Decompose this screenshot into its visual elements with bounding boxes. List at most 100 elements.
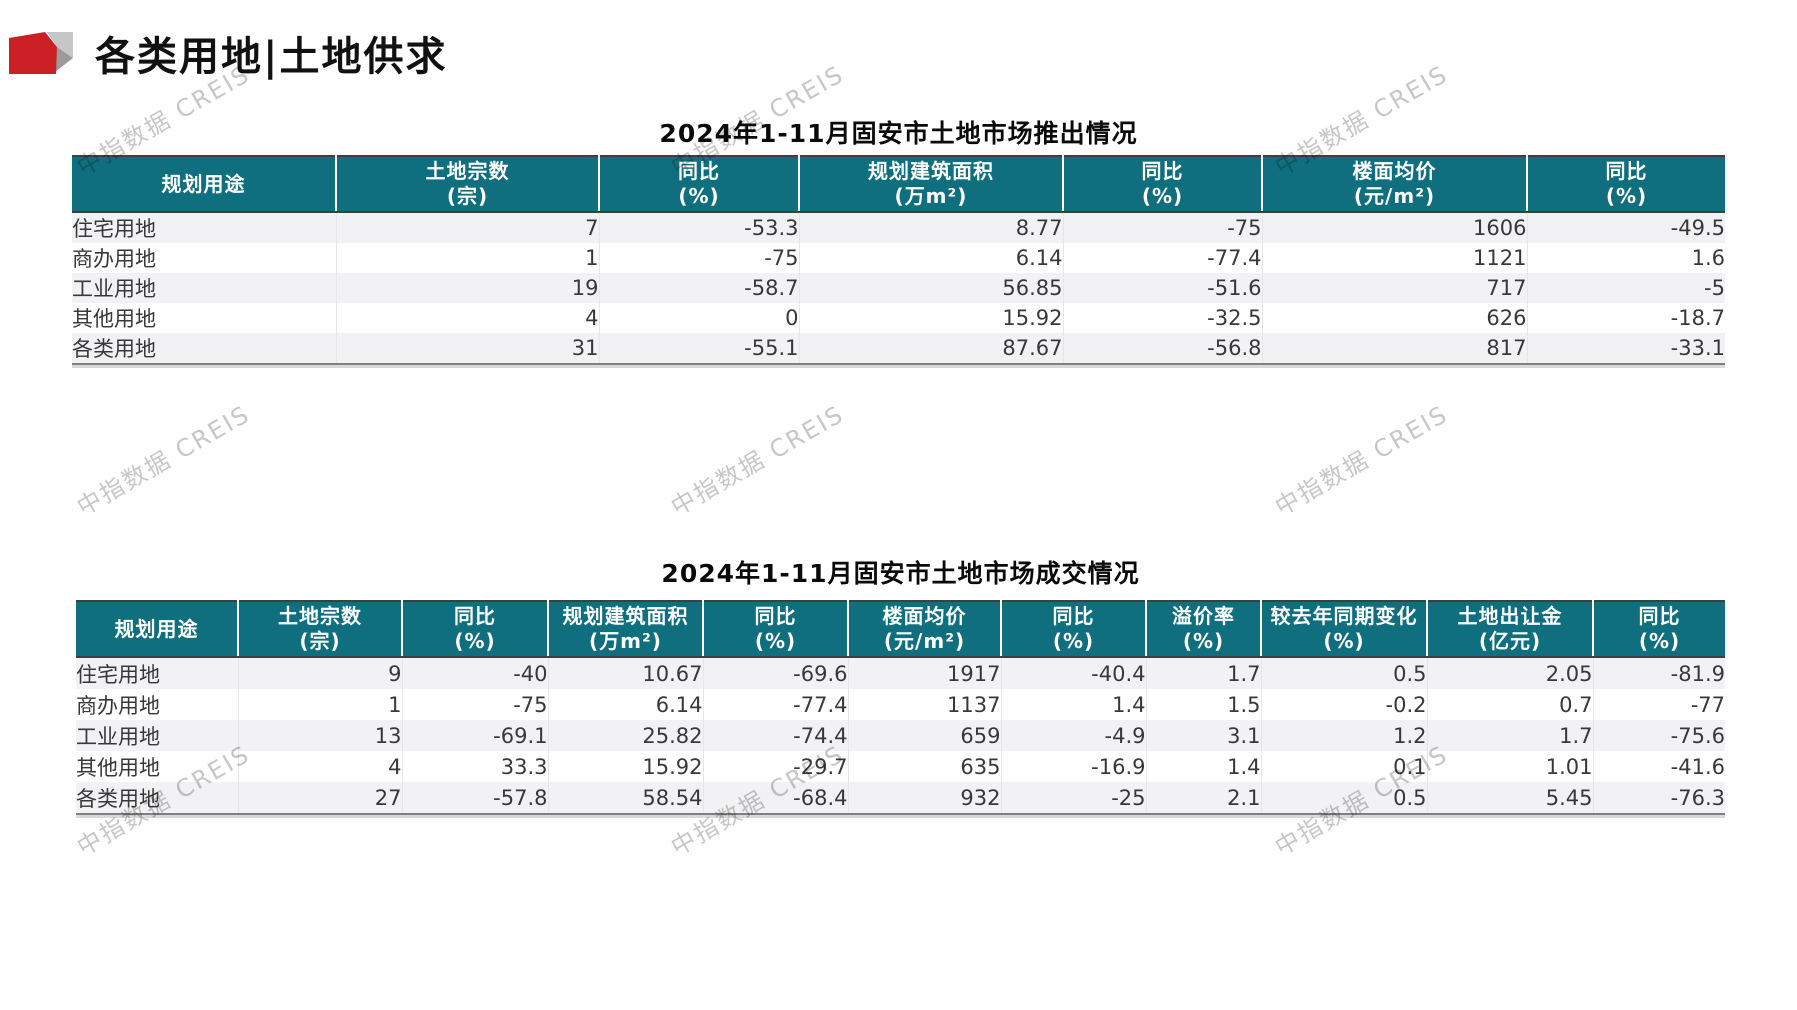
column-header: 同比 (%) (1593, 601, 1725, 658)
value-cell: 6.14 (799, 243, 1064, 273)
row-label-cell: 工业用地 (76, 720, 239, 751)
value-cell: 4 (336, 303, 600, 333)
value-cell: -75.6 (1670, 723, 1725, 748)
value-cell: 1.7 (1146, 657, 1262, 689)
value-cell: -69.6 (703, 657, 849, 689)
value-cell: -4.9 (1001, 720, 1147, 751)
value-cell: 0 (599, 303, 800, 333)
value-cell: 2.1 (1146, 782, 1262, 814)
row-label-cell: 住宅用地 (76, 657, 239, 689)
value-cell: -33.1 (1670, 336, 1725, 360)
value-cell: 1.6 (1691, 246, 1725, 270)
row-label-cell: 住宅用地 (72, 212, 337, 243)
row-label-cell: 工业用地 (72, 273, 337, 303)
value-cell: -75 (1063, 212, 1263, 243)
value-cell: -75 (402, 689, 549, 720)
value-cell: 1.01 (1427, 751, 1594, 782)
page-title: 各类用地|土地供求 (95, 33, 448, 80)
column-header: 同比 (%) (599, 156, 800, 213)
column-header: 规划用途 (72, 156, 337, 213)
value-cell: 4 (238, 751, 403, 782)
value-cell: -68.4 (703, 782, 849, 814)
value-cell: 1.2 (1261, 720, 1428, 751)
column-header: 规划建筑面积 (万m²) (799, 156, 1064, 213)
value-cell: 87.67 (799, 333, 1064, 364)
row-label-cell: 各类用地 (72, 333, 337, 364)
value-cell: 3.1 (1146, 720, 1262, 751)
table-row: 各类用地 27 -57.8 58.54 -68.4 932 -25 2.1 0.5 5.45 -76… (76, 782, 1725, 814)
value-cell: 626 (1262, 303, 1528, 333)
value-cell: -77.4 (703, 689, 849, 720)
row-label-cell: 各类用地 (76, 782, 239, 814)
table-row: 工业用地 13 -69.1 25.82 -74.4 659 -4.9 3.1 1.2 1.7 -75… (76, 720, 1725, 751)
value-cell: 56.85 (799, 273, 1064, 303)
column-header: 规划用途 (76, 601, 239, 658)
value-cell: 1.7 (1427, 720, 1594, 751)
header-row: 规划用途 土地宗数 (宗) 同比 (%) 规划建筑面积 (万m²) 同比 (%) 楼面均价 (元/m… (72, 156, 1725, 213)
value-cell: -40.4 (1001, 657, 1147, 689)
column-header: 土地宗数 (宗) (238, 601, 403, 658)
value-cell: -25 (1001, 782, 1147, 814)
value-cell: 19 (336, 273, 600, 303)
value-cell: 1121 (1262, 243, 1528, 273)
column-header: 较去年同期变化 (%) (1261, 601, 1428, 658)
value-cell: -32.5 (1063, 303, 1263, 333)
value-cell: -40 (402, 657, 549, 689)
column-header: 楼面均价 (元/m²) (1262, 156, 1528, 213)
value-cell: -57.8 (402, 782, 549, 814)
value-cell: 58.54 (548, 782, 704, 814)
value-cell: 5.45 (1427, 782, 1594, 814)
value-cell: -18.7 (1670, 306, 1725, 330)
value-cell: 2.05 (1427, 657, 1594, 689)
column-header: 同比 (%) (703, 601, 849, 658)
value-cell: -69.1 (402, 720, 549, 751)
row-label-cell: 商办用地 (76, 689, 239, 720)
column-header: 土地出让金 (亿元) (1427, 601, 1594, 658)
value-cell: -49.5 (1670, 216, 1725, 240)
column-header: 规划建筑面积 (万m²) (548, 601, 704, 658)
value-cell: 0.5 (1261, 782, 1428, 814)
value-cell: -75 (599, 243, 800, 273)
value-cell: -51.6 (1063, 273, 1263, 303)
table-row: 其他用地 4 33.3 15.92 -29.7 635 -16.9 1.4 0.1 1.01 -41… (76, 751, 1725, 782)
value-cell: -77.4 (1063, 243, 1263, 273)
value-cell: 8.77 (799, 212, 1064, 243)
value-cell: 1606 (1262, 212, 1528, 243)
value-cell: -76.3 (1670, 785, 1725, 810)
value-cell: 25.82 (548, 720, 704, 751)
value-cell: 717 (1262, 273, 1528, 303)
column-header: 同比 (%) (402, 601, 549, 658)
value-cell: -29.7 (703, 751, 849, 782)
value-cell: 33.3 (402, 751, 549, 782)
value-cell: 0.5 (1261, 657, 1428, 689)
value-cell: 6.14 (548, 689, 704, 720)
column-header: 同比 (%) (1527, 156, 1725, 213)
value-cell: -55.1 (599, 333, 800, 364)
value-cell: -77 (1690, 692, 1725, 717)
value-cell: -56.8 (1063, 333, 1263, 364)
value-cell: 1 (336, 243, 600, 273)
table-row: 住宅用地 9 -40 10.67 -69.6 1917 -40.4 1.7 0.5 2.05 -81… (76, 657, 1725, 689)
value-cell: -53.3 (599, 212, 800, 243)
row-label-cell: 其他用地 (72, 303, 337, 333)
value-cell: -0.2 (1261, 689, 1428, 720)
launch-table-title: 2024年1-11月固安市土地市场推出情况 (659, 119, 1138, 148)
value-cell: 31 (336, 333, 600, 364)
value-cell: 13 (238, 720, 403, 751)
value-cell: 1 (238, 689, 403, 720)
value-cell: -5 (1704, 276, 1725, 300)
table-row: 商办用地 1 -75 6.14 -77.4 1121 1.6 (72, 243, 1725, 273)
value-cell: 7 (336, 212, 600, 243)
value-cell: 1.4 (1146, 751, 1262, 782)
value-cell: -58.7 (599, 273, 800, 303)
value-cell: 10.67 (548, 657, 704, 689)
header-row: 规划用途 土地宗数 (宗) 同比 (%) 规划建筑面积 (万m²) 同比 (%) 楼面均价 (元/m… (76, 601, 1725, 658)
value-cell: -16.9 (1001, 751, 1147, 782)
table-row: 工业用地 19 -58.7 56.85 -51.6 717 -5 (72, 273, 1725, 303)
value-cell: 1.4 (1001, 689, 1147, 720)
value-cell: 0.7 (1427, 689, 1594, 720)
value-cell: 15.92 (799, 303, 1064, 333)
column-header: 同比 (%) (1001, 601, 1147, 658)
value-cell: -74.4 (703, 720, 849, 751)
value-cell: 1137 (848, 689, 1002, 720)
